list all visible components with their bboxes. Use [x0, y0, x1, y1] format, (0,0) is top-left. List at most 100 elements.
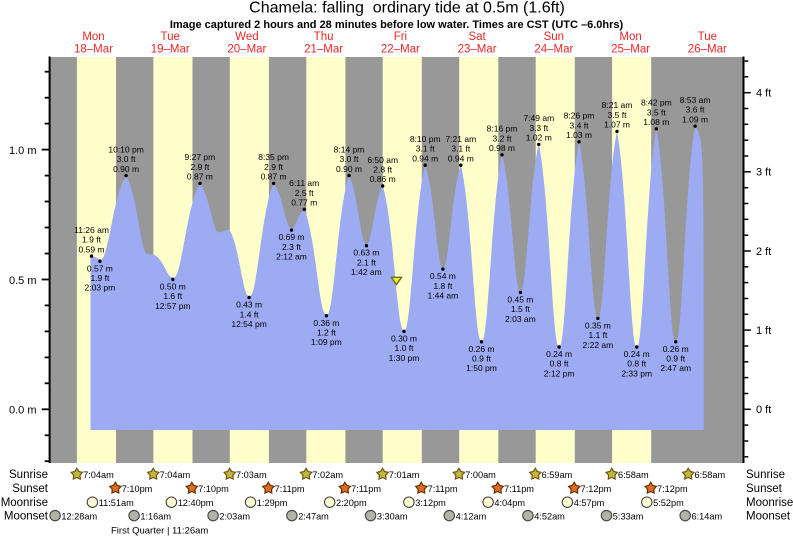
- svg-text:6:50 am: 6:50 am: [367, 155, 398, 165]
- svg-text:12:28am: 12:28am: [61, 511, 97, 521]
- svg-text:1:16am: 1:16am: [140, 511, 171, 521]
- svg-text:2 ft: 2 ft: [756, 246, 771, 258]
- svg-text:18–Mar: 18–Mar: [74, 44, 113, 56]
- svg-text:4:12am: 4:12am: [456, 511, 487, 521]
- svg-text:8:42 pm: 8:42 pm: [641, 98, 672, 108]
- svg-text:First Quarter | 11:26am: First Quarter | 11:26am: [111, 526, 208, 537]
- svg-text:Image captured 2 hours and 28: Image captured 2 hours and 28 minutes be…: [170, 19, 624, 31]
- svg-text:0.9 ft: 0.9 ft: [666, 354, 686, 364]
- svg-text:7:11pm: 7:11pm: [428, 484, 458, 494]
- svg-text:Fri: Fri: [394, 31, 407, 43]
- svg-text:2:22 am: 2:22 am: [583, 340, 614, 350]
- svg-text:0.94 m: 0.94 m: [412, 153, 438, 163]
- svg-text:Sun: Sun: [544, 31, 564, 43]
- svg-text:4:52am: 4:52am: [534, 511, 565, 521]
- svg-text:5:52pm: 5:52pm: [653, 498, 684, 508]
- svg-text:6:11 am: 6:11 am: [289, 178, 319, 188]
- svg-text:6:58am: 6:58am: [618, 470, 649, 480]
- svg-text:24–Mar: 24–Mar: [534, 44, 573, 56]
- svg-text:0.24 m: 0.24 m: [624, 349, 650, 359]
- svg-text:8:21 am: 8:21 am: [602, 100, 633, 110]
- svg-text:Sunset: Sunset: [746, 483, 783, 495]
- svg-text:4:57pm: 4:57pm: [574, 498, 605, 508]
- svg-text:8:14 pm: 8:14 pm: [334, 144, 365, 154]
- svg-text:7:00am: 7:00am: [465, 470, 496, 480]
- svg-text:8:26 pm: 8:26 pm: [564, 111, 595, 121]
- svg-text:2:03 pm: 2:03 pm: [85, 283, 116, 293]
- svg-text:0.36 m: 0.36 m: [313, 318, 339, 328]
- svg-text:Moonset: Moonset: [4, 510, 49, 522]
- svg-text:0.26 m: 0.26 m: [469, 344, 495, 354]
- svg-text:1.1 ft: 1.1 ft: [588, 330, 608, 340]
- svg-text:0.94 m: 0.94 m: [448, 153, 474, 163]
- svg-text:3.4 ft: 3.4 ft: [570, 120, 590, 130]
- svg-text:1.9 ft: 1.9 ft: [82, 235, 102, 245]
- svg-text:Moonrise: Moonrise: [746, 497, 793, 509]
- svg-text:12:54 pm: 12:54 pm: [231, 319, 266, 329]
- svg-text:1.6 ft: 1.6 ft: [163, 291, 183, 301]
- svg-text:3:30am: 3:30am: [377, 511, 408, 521]
- svg-text:Wed: Wed: [235, 31, 258, 43]
- svg-text:1:29pm: 1:29pm: [257, 498, 288, 508]
- svg-text:3.5 ft: 3.5 ft: [647, 107, 667, 117]
- svg-text:3.0 ft: 3.0 ft: [340, 154, 360, 164]
- svg-text:3 ft: 3 ft: [756, 167, 771, 179]
- svg-text:0.63 m: 0.63 m: [353, 248, 379, 258]
- svg-text:2.9 ft: 2.9 ft: [190, 162, 210, 172]
- svg-text:7:03am: 7:03am: [236, 470, 267, 480]
- svg-text:6:14am: 6:14am: [692, 511, 723, 521]
- svg-text:1.9 ft: 1.9 ft: [90, 273, 110, 283]
- svg-text:1:09 pm: 1:09 pm: [311, 337, 342, 347]
- svg-text:1.8 ft: 1.8 ft: [433, 281, 453, 291]
- svg-text:3:12pm: 3:12pm: [415, 498, 446, 508]
- svg-text:0.90 m: 0.90 m: [336, 164, 362, 174]
- svg-text:2:33 pm: 2:33 pm: [621, 368, 652, 378]
- svg-text:7:21 am: 7:21 am: [445, 134, 476, 144]
- svg-text:0.57 m: 0.57 m: [87, 263, 113, 273]
- svg-text:1.5 ft: 1.5 ft: [511, 304, 531, 314]
- svg-text:Mon: Mon: [82, 31, 104, 43]
- svg-text:2:03 am: 2:03 am: [505, 314, 536, 324]
- svg-text:7:04am: 7:04am: [83, 470, 114, 480]
- svg-text:2:20pm: 2:20pm: [336, 498, 367, 508]
- svg-text:Moonset: Moonset: [746, 510, 791, 522]
- svg-text:7:10pm: 7:10pm: [122, 484, 153, 494]
- svg-text:3.3 ft: 3.3 ft: [529, 123, 549, 133]
- svg-text:8:35 pm: 8:35 pm: [258, 152, 289, 162]
- svg-text:7:12pm: 7:12pm: [581, 484, 612, 494]
- svg-text:1.09 m: 1.09 m: [682, 114, 708, 124]
- svg-text:1:42 am: 1:42 am: [351, 267, 382, 277]
- svg-text:0.8 ft: 0.8 ft: [550, 359, 570, 369]
- svg-text:19–Mar: 19–Mar: [151, 44, 190, 56]
- svg-text:7:11pm: 7:11pm: [275, 484, 305, 494]
- svg-text:0.43 m: 0.43 m: [236, 300, 262, 310]
- svg-text:7:01am: 7:01am: [389, 470, 420, 480]
- svg-text:1.07 m: 1.07 m: [604, 120, 630, 130]
- svg-text:2.9 ft: 2.9 ft: [264, 162, 284, 172]
- svg-text:26–Mar: 26–Mar: [688, 44, 727, 56]
- svg-text:9:27 pm: 9:27 pm: [185, 152, 216, 162]
- svg-text:2:12 pm: 2:12 pm: [544, 368, 575, 378]
- svg-text:6:59am: 6:59am: [542, 470, 573, 480]
- svg-text:22–Mar: 22–Mar: [381, 44, 420, 56]
- svg-text:0 ft: 0 ft: [756, 404, 771, 416]
- svg-text:0.35 m: 0.35 m: [585, 320, 611, 330]
- svg-text:7:10pm: 7:10pm: [198, 484, 229, 494]
- svg-text:3.6 ft: 3.6 ft: [686, 105, 706, 115]
- svg-text:1.2 ft: 1.2 ft: [317, 328, 337, 338]
- svg-text:3.0 ft: 3.0 ft: [117, 154, 137, 164]
- svg-text:6:58am: 6:58am: [695, 470, 726, 480]
- svg-text:2:12 am: 2:12 am: [276, 252, 307, 262]
- svg-text:0.69 m: 0.69 m: [279, 232, 305, 242]
- svg-text:0.26 m: 0.26 m: [663, 344, 689, 354]
- svg-text:1.4 ft: 1.4 ft: [240, 309, 260, 319]
- svg-text:0.24 m: 0.24 m: [546, 349, 572, 359]
- svg-text:3.5 ft: 3.5 ft: [608, 110, 628, 120]
- svg-text:0.0 m: 0.0 m: [9, 405, 37, 417]
- svg-text:1.08 m: 1.08 m: [643, 117, 669, 127]
- svg-text:0.45 m: 0.45 m: [507, 294, 533, 304]
- svg-text:0.9 ft: 0.9 ft: [472, 354, 492, 364]
- svg-text:0.30 m: 0.30 m: [391, 333, 417, 343]
- svg-text:25–Mar: 25–Mar: [611, 44, 650, 56]
- svg-text:12:40pm: 12:40pm: [178, 498, 214, 508]
